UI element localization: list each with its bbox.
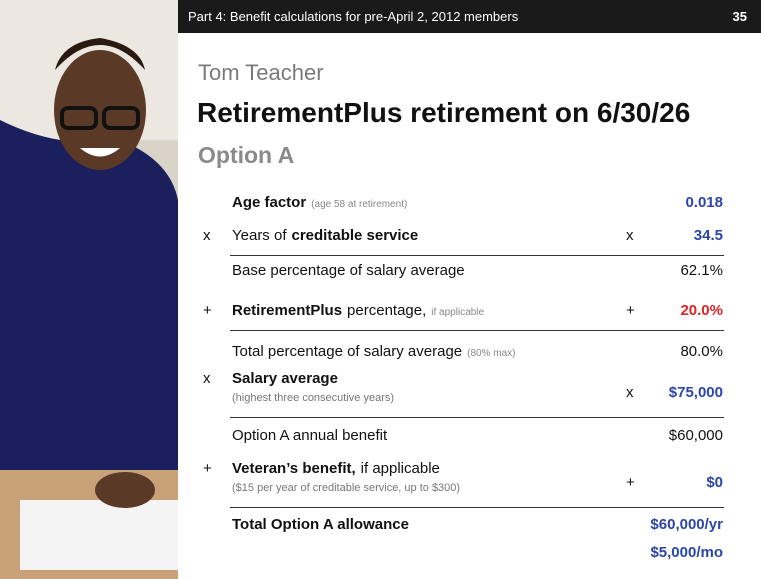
row-value: $0 (706, 474, 723, 491)
row-label: Salary average (232, 370, 343, 387)
row-value: $60,000 (668, 427, 723, 444)
slide-title: RetirementPlus retirement on 6/30/26 (197, 97, 691, 128)
divider (230, 507, 724, 508)
operator: + (203, 460, 212, 477)
header-bar (178, 0, 761, 33)
operator: + (626, 474, 635, 491)
row-label: Veteran’s benefit, if applicable (232, 460, 445, 477)
label-part: Veteran’s benefit, (232, 460, 356, 477)
member-name: Tom Teacher (198, 60, 324, 85)
row-label: Option A annual benefit (232, 427, 392, 444)
photo (0, 0, 178, 579)
label-part: Total Option A allowance (232, 516, 409, 533)
row-note: (highest three consecutive years) (232, 392, 395, 404)
row-value: 62.1% (680, 262, 723, 279)
row-value: $60,000/yr (650, 516, 723, 533)
header-title: Part 4: Benefit calculations for pre-Apr… (188, 9, 519, 24)
label-part: Age factor (232, 194, 307, 211)
label-part: if applicable (360, 460, 440, 477)
label-part: if applicable (431, 307, 485, 318)
page-number: 35 (732, 9, 747, 24)
operator: x (203, 370, 211, 387)
row-value: 34.5 (693, 227, 723, 244)
divider (230, 330, 724, 331)
row-label: Age factor (age 58 at retirement) (232, 194, 412, 211)
operator: x (626, 227, 634, 244)
row-label: RetirementPlus percentage, if applicable (232, 302, 489, 319)
row-value: 80.0% (680, 343, 723, 360)
label-part: Option A annual benefit (232, 427, 388, 444)
label-part: creditable service (291, 227, 419, 244)
label-part: RetirementPlus (232, 302, 343, 319)
operator: + (626, 302, 635, 319)
label-part: percentage, (347, 302, 427, 319)
label-part: Base percentage of salary average (232, 262, 465, 279)
label-part: Years of (232, 227, 287, 244)
row-value: $75,000 (668, 384, 723, 401)
operator: + (203, 302, 212, 319)
row-value: 20.0% (680, 302, 723, 319)
divider (230, 255, 724, 256)
row-label: Total Option A allowance (232, 516, 414, 533)
label-part: Salary average (232, 370, 338, 387)
label-part: Total percentage of salary average (232, 343, 463, 360)
divider (230, 417, 724, 418)
row-value: $5,000/mo (650, 544, 723, 561)
option-title: Option A (198, 142, 295, 168)
label-part: (age 58 at retirement) (311, 199, 408, 210)
row-label: Total percentage of salary average (80% m… (232, 343, 521, 360)
row-label: Base percentage of salary average (232, 262, 470, 279)
operator: x (203, 227, 211, 244)
row-label: Years of creditable service (232, 227, 423, 244)
label-part: (80% max) (467, 348, 516, 359)
row-value: 0.018 (685, 194, 723, 211)
operator: x (626, 384, 634, 401)
row-note: ($15 per year of creditable service, up … (232, 482, 461, 494)
